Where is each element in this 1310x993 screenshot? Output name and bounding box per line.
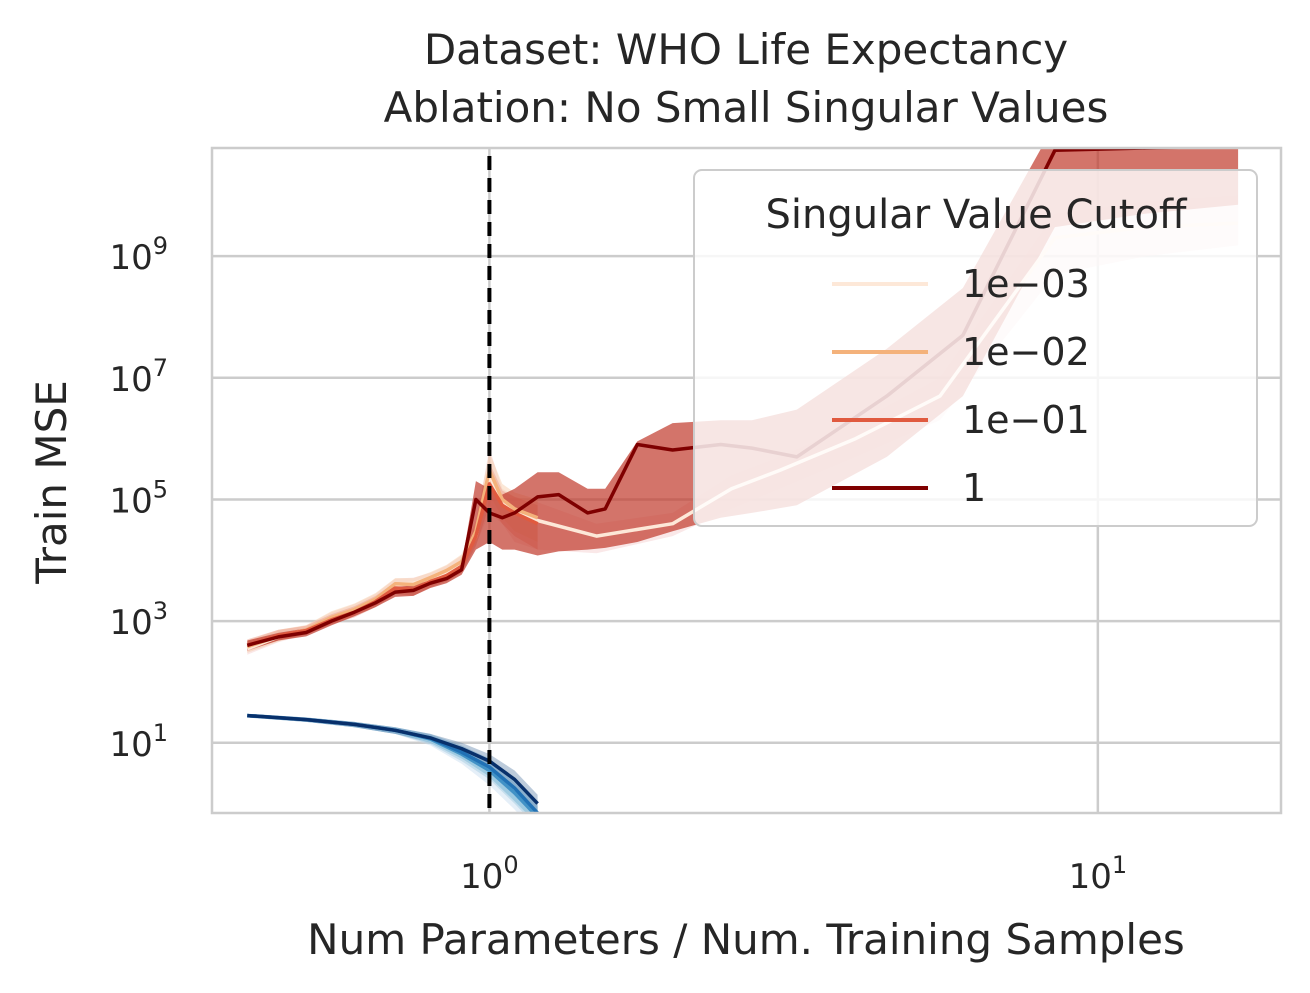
y-tick-label: 103: [109, 597, 168, 643]
chart-title: Dataset: WHO Life Expectancy: [424, 25, 1068, 74]
legend-title: Singular Value Cutoff: [766, 192, 1188, 238]
legend-label: 1e−01: [962, 398, 1090, 442]
series-band: [247, 452, 538, 653]
legend-label: 1: [962, 466, 986, 510]
legend-label: 1e−02: [962, 330, 1090, 374]
legend-items: 1e−03 1e−02 1e−01 1: [832, 262, 1090, 510]
y-tick-label: 109: [109, 232, 168, 278]
series-line: [247, 713, 539, 805]
tick-labels: 100 101 101 103 105 107 109: [109, 232, 1127, 897]
legend-label: 1e−03: [962, 262, 1090, 306]
x-tick-label: 101: [1069, 851, 1128, 897]
legend-box: [693, 169, 1258, 527]
plot-frame: [210, 146, 1283, 815]
legend: Singular Value Cutoff 1e−03 1e−02 1e−01 1: [693, 169, 1258, 527]
y-axis-label: Train MSE: [27, 380, 76, 585]
x-axis-label: Num Parameters / Num. Training Samples: [307, 915, 1185, 964]
series-band: [247, 462, 538, 652]
chart-subtitle: Ablation: No Small Singular Values: [384, 83, 1109, 132]
y-tick-label: 105: [109, 475, 168, 521]
x-tick-label: 100: [460, 851, 519, 897]
y-tick-label: 101: [109, 719, 168, 765]
y-tick-label: 107: [109, 354, 168, 400]
